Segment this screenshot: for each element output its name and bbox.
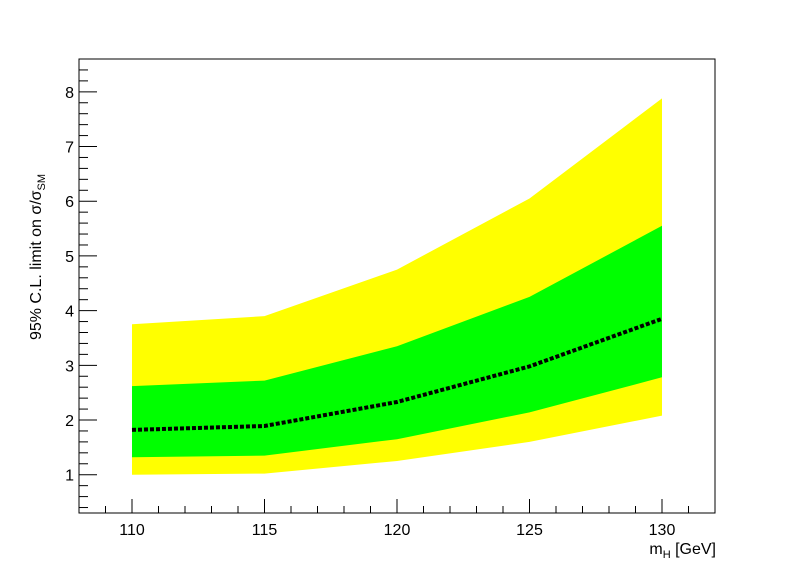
- x-tick-label: 110: [119, 522, 145, 539]
- y-tick-label: 3: [65, 358, 74, 375]
- y-tick-label: 2: [65, 413, 74, 430]
- x-tick-label: 130: [649, 522, 676, 539]
- y-tick-label: 1: [65, 468, 74, 485]
- band68-band: [132, 225, 662, 458]
- x-tick-label: 115: [252, 522, 278, 539]
- y-tick-label: 7: [65, 140, 74, 157]
- x-tick-label: 125: [516, 522, 543, 539]
- x-axis-title: mH [GeV]: [649, 541, 716, 561]
- y-axis: 1 2 3 4 5 6 7 8: [65, 58, 97, 509]
- median-layer: [131, 316, 663, 432]
- x-axis: 110 115 120 125 130: [78, 499, 716, 539]
- x-tick-label: 120: [384, 522, 411, 539]
- y-tick-label: 5: [65, 249, 74, 266]
- bands-layer: [132, 98, 662, 475]
- y-tick-label: 4: [65, 304, 74, 321]
- y-axis-title: 95% C.L. limit on σ/σSM: [28, 174, 48, 340]
- y-tick-label: 6: [65, 194, 74, 211]
- y-tick-label: 8: [65, 85, 74, 102]
- median-line: [131, 316, 663, 432]
